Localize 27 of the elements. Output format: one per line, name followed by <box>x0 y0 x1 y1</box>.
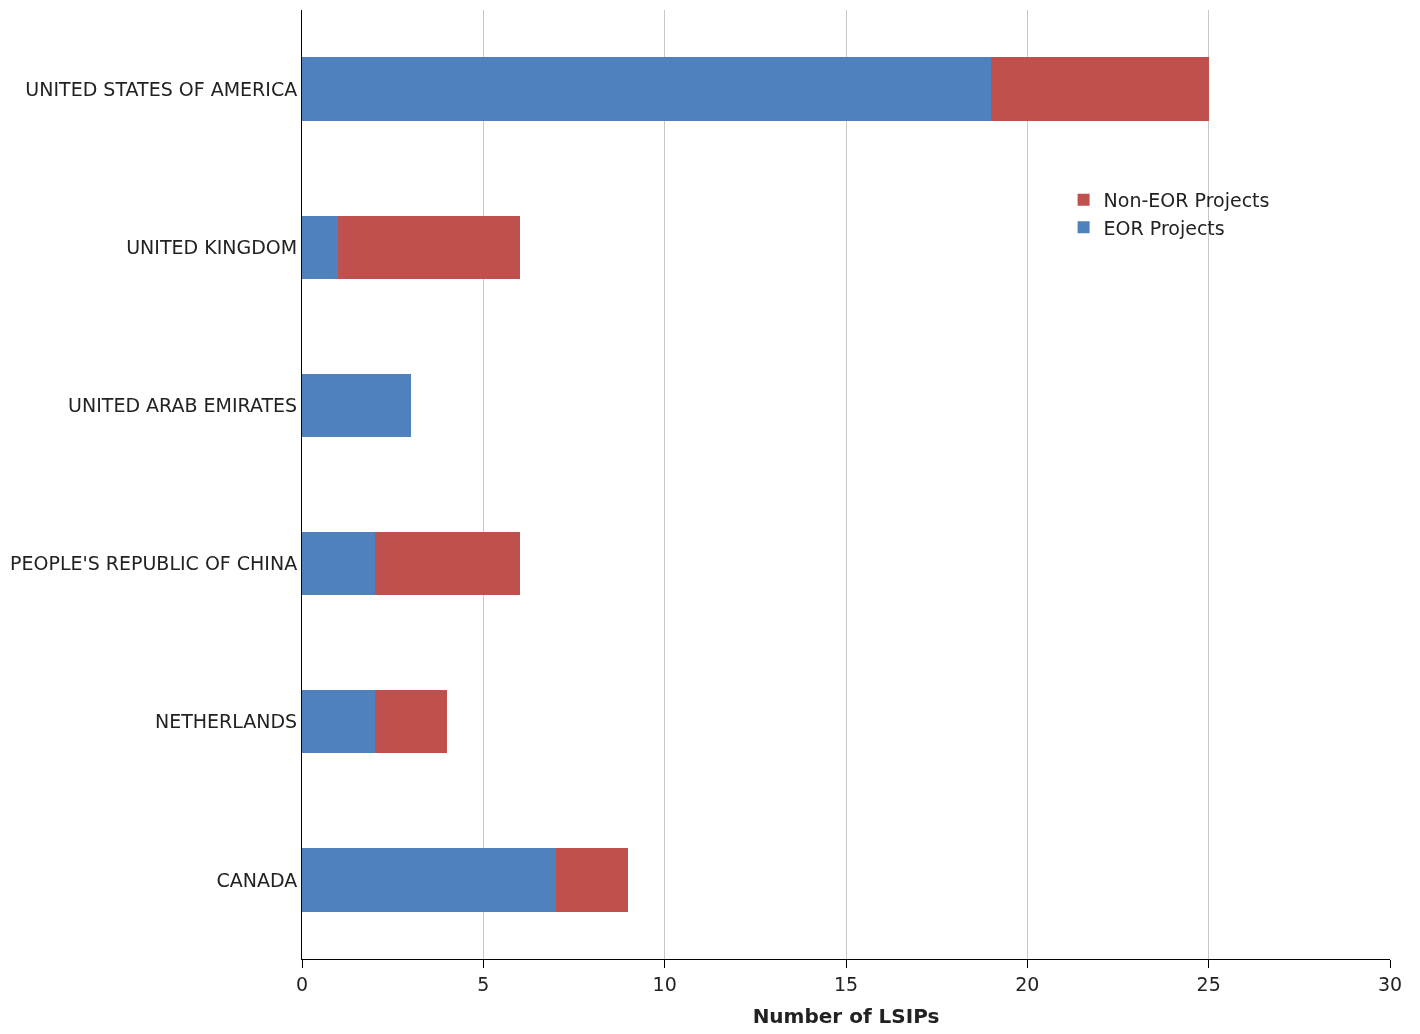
bar <box>302 531 375 596</box>
bar <box>302 690 375 754</box>
x-tick-label: 30 <box>1377 972 1403 995</box>
bar <box>374 531 520 596</box>
bar <box>302 57 992 121</box>
bar <box>991 57 1209 121</box>
legend-label: Non-EOR Projects <box>1103 189 1270 212</box>
bar <box>302 848 556 912</box>
bar <box>374 690 448 754</box>
y-tick-label: CANADA <box>216 868 298 891</box>
x-tick-label: 15 <box>833 972 859 995</box>
x-tick-label: 25 <box>1196 972 1221 995</box>
x-tick-label: 0 <box>295 972 309 995</box>
y-tick-label: UNITED ARAB EMIRATES <box>68 394 298 417</box>
legend-label: EOR Projects <box>1103 216 1225 239</box>
bar <box>302 373 411 438</box>
bar <box>338 215 520 279</box>
y-tick-label: UNITED KINGDOM <box>126 235 298 258</box>
x-axis-title: Number of LSIPs <box>752 1004 940 1029</box>
x-tick-label: 5 <box>477 972 490 995</box>
bar <box>302 215 339 279</box>
bar <box>555 848 629 912</box>
y-tick-label: NETHERLANDS <box>154 710 298 733</box>
x-tick-label: 10 <box>652 972 677 995</box>
x-tick-label: 20 <box>1015 972 1040 995</box>
y-tick-label: PEOPLE'S REPUBLIC OF CHINA <box>10 552 298 575</box>
y-tick-label: UNITED STATES OF AMERICA <box>25 77 298 100</box>
